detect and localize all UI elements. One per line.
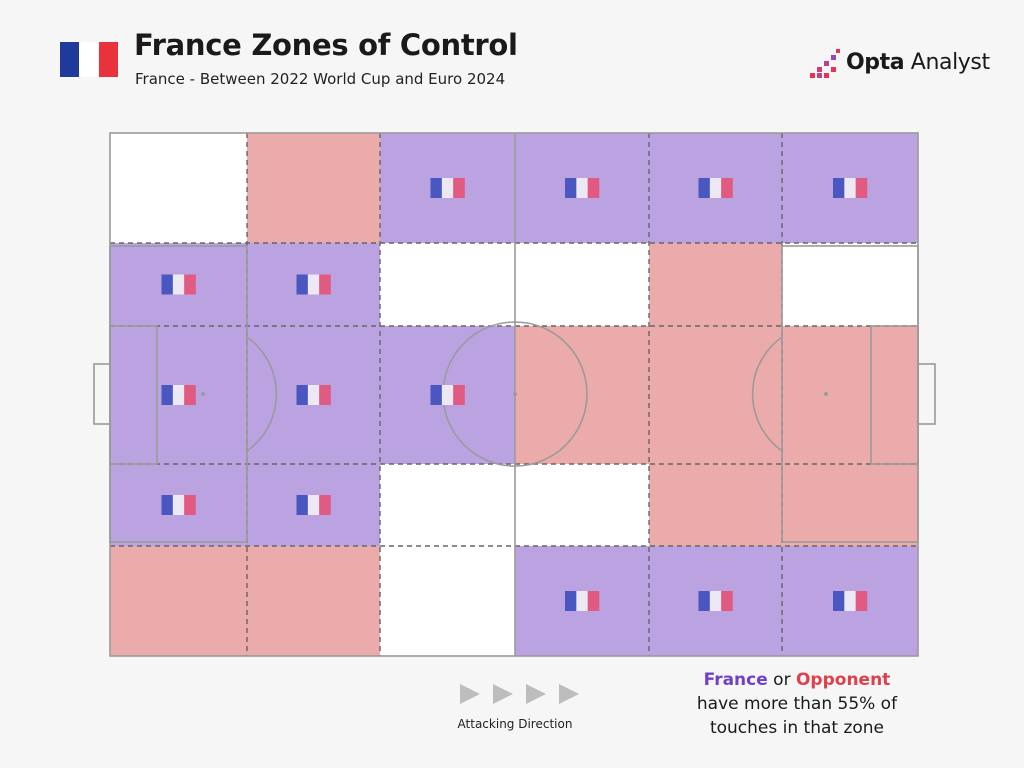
zone-opponent-r3-c4 bbox=[515, 326, 649, 464]
opta-logo-icon bbox=[810, 49, 840, 78]
zone-opponent-r5-c1 bbox=[110, 546, 247, 656]
france-flag-icon bbox=[161, 385, 196, 405]
zone-neutral-r2-c6 bbox=[782, 243, 918, 326]
france-flag-icon bbox=[296, 495, 331, 515]
zone-opponent-r3-c6 bbox=[782, 326, 918, 464]
france-flag-icon bbox=[296, 274, 331, 295]
left-penalty-spot bbox=[201, 392, 205, 396]
right-goal bbox=[917, 363, 936, 425]
zone-neutral-r1-c1 bbox=[110, 133, 247, 243]
opta-analyst-logo: Opta Analyst bbox=[808, 47, 990, 81]
france-flag-icon bbox=[161, 495, 196, 515]
zone-opponent-r2-c5 bbox=[649, 243, 782, 326]
legend-team: France bbox=[703, 670, 768, 690]
zone-neutral-r2-c3 bbox=[380, 243, 515, 326]
france-flag-icon bbox=[60, 42, 118, 77]
zone-neutral-r5-c3 bbox=[380, 546, 515, 656]
france-flag-icon bbox=[698, 591, 733, 611]
right-penalty-arc bbox=[751, 336, 783, 452]
play-arrow-icon bbox=[493, 684, 513, 704]
chart-title: France Zones of Control bbox=[134, 28, 518, 62]
play-arrow-icon bbox=[526, 684, 546, 704]
france-flag-icon bbox=[833, 591, 868, 611]
chart-subtitle: France - Between 2022 World Cup and Euro… bbox=[135, 70, 506, 88]
legend: France or Opponent have more than 55% of… bbox=[668, 668, 926, 740]
zone-opponent-r4-c6 bbox=[782, 464, 918, 546]
legend-connector: or bbox=[767, 670, 796, 690]
zone-neutral-r4-c4 bbox=[515, 464, 649, 546]
attacking-direction-arrows bbox=[460, 684, 579, 704]
france-flag-icon bbox=[296, 385, 331, 405]
zone-neutral-r2-c4 bbox=[515, 243, 649, 326]
play-arrow-icon bbox=[460, 684, 480, 704]
legend-line-2: have more than 55% of bbox=[696, 694, 898, 714]
play-arrow-icon bbox=[559, 684, 579, 704]
france-flag-icon bbox=[430, 385, 465, 405]
legend-opponent: Opponent bbox=[795, 670, 891, 690]
legend-line-3: touches in that zone bbox=[709, 718, 885, 738]
attacking-direction-label: Attacking Direction bbox=[457, 717, 573, 731]
right-penalty-spot bbox=[824, 392, 828, 396]
zone-opponent-r3-c5 bbox=[649, 326, 782, 464]
zone-opponent-r1-c2 bbox=[247, 133, 380, 243]
france-flag-icon bbox=[565, 591, 600, 611]
left-penalty-arc bbox=[246, 336, 278, 452]
centre-spot bbox=[513, 392, 517, 396]
france-flag-icon bbox=[430, 178, 465, 198]
france-flag-icon bbox=[161, 274, 196, 295]
left-goal bbox=[93, 363, 111, 425]
zone-neutral-r4-c3 bbox=[380, 464, 515, 546]
zone-opponent-r5-c2 bbox=[247, 546, 380, 656]
logo-text: Opta Analyst bbox=[846, 50, 990, 75]
legend-line-1: France or Opponent bbox=[668, 668, 926, 692]
france-flag-icon bbox=[698, 178, 733, 198]
france-flag-icon bbox=[565, 178, 600, 198]
zone-opponent-r4-c5 bbox=[649, 464, 782, 546]
france-flag-icon bbox=[833, 178, 868, 198]
